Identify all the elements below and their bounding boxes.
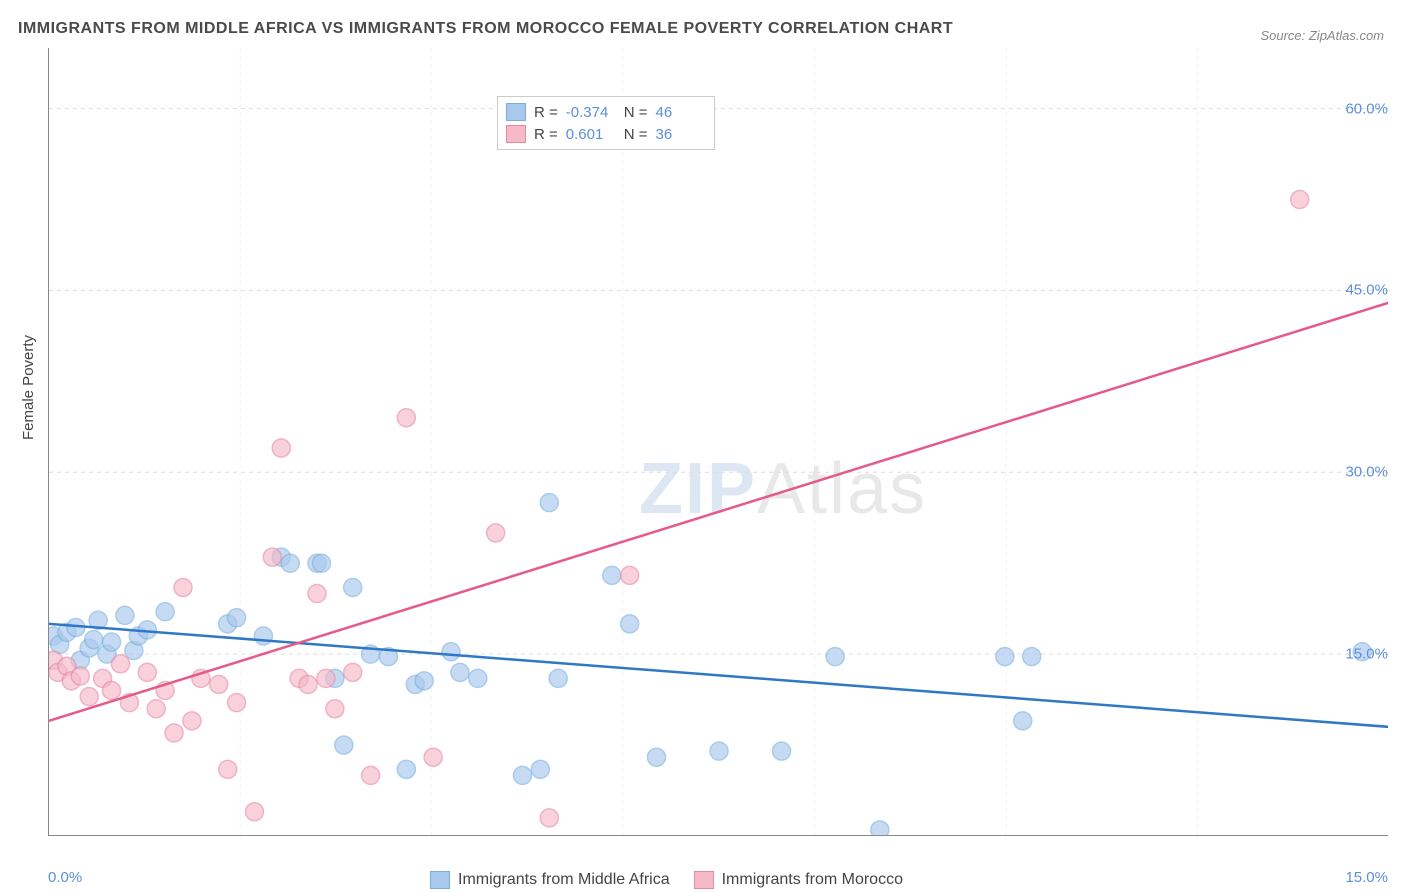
correlation-legend: R = -0.374 N = 46 R = 0.601 N = 36	[497, 96, 715, 150]
trend-line	[49, 624, 1388, 727]
data-point	[871, 821, 889, 835]
data-point	[442, 643, 460, 661]
legend-swatch	[430, 871, 450, 889]
data-point	[103, 682, 121, 700]
data-point	[397, 760, 415, 778]
data-point	[174, 578, 192, 596]
data-point	[71, 667, 89, 685]
data-point	[531, 760, 549, 778]
data-point	[116, 606, 134, 624]
data-point	[603, 566, 621, 584]
data-point	[308, 585, 326, 603]
legend-r-label: R =	[534, 104, 558, 121]
data-point	[540, 494, 558, 512]
data-point	[138, 663, 156, 681]
data-point	[228, 694, 246, 712]
data-point	[245, 803, 263, 821]
legend-swatch	[506, 125, 526, 143]
y-axis-label: Female Poverty	[20, 335, 37, 440]
x-axis-min-label: 0.0%	[48, 869, 82, 886]
data-point	[397, 409, 415, 427]
legend-stat-row: R = 0.601 N = 36	[506, 123, 706, 145]
data-point	[219, 760, 237, 778]
trend-line	[49, 303, 1388, 721]
data-point	[621, 566, 639, 584]
series-legend: Immigrants from Middle Africa Immigrants…	[430, 871, 903, 889]
data-point	[317, 669, 335, 687]
legend-swatch	[506, 103, 526, 121]
data-point	[773, 742, 791, 760]
data-point	[165, 724, 183, 742]
data-point	[344, 578, 362, 596]
data-point	[80, 688, 98, 706]
data-point	[621, 615, 639, 633]
chart-svg	[49, 48, 1388, 835]
data-point	[1023, 648, 1041, 666]
data-point	[281, 554, 299, 572]
data-point	[344, 663, 362, 681]
data-point	[513, 766, 531, 784]
data-point	[1291, 191, 1309, 209]
data-point	[335, 736, 353, 754]
data-point	[451, 663, 469, 681]
plot-area: ZIPAtlas R = -0.374 N = 46 R = 0.601 N =…	[48, 48, 1388, 836]
data-point	[254, 627, 272, 645]
legend-n-label: N =	[624, 126, 648, 143]
legend-series-label: Immigrants from Morocco	[722, 871, 903, 889]
legend-n-label: N =	[624, 104, 648, 121]
data-point	[156, 603, 174, 621]
data-point	[85, 631, 103, 649]
data-point	[710, 742, 728, 760]
data-point	[415, 672, 433, 690]
data-point	[826, 648, 844, 666]
legend-swatch	[694, 871, 714, 889]
data-point	[210, 675, 228, 693]
legend-series-label: Immigrants from Middle Africa	[458, 871, 670, 889]
y-tick-label: 15.0%	[1345, 646, 1388, 663]
data-point	[228, 609, 246, 627]
data-point	[263, 548, 281, 566]
legend-r-value: -0.374	[566, 104, 616, 121]
y-tick-label: 30.0%	[1345, 464, 1388, 481]
data-point	[549, 669, 567, 687]
data-point	[299, 675, 317, 693]
data-point	[1014, 712, 1032, 730]
data-point	[111, 655, 129, 673]
legend-n-value: 46	[656, 104, 706, 121]
data-point	[183, 712, 201, 730]
data-point	[272, 439, 290, 457]
y-tick-label: 60.0%	[1345, 100, 1388, 117]
data-point	[362, 766, 380, 784]
legend-n-value: 36	[656, 126, 706, 143]
source-credit: Source: ZipAtlas.com	[1260, 28, 1384, 43]
data-point	[469, 669, 487, 687]
legend-stat-row: R = -0.374 N = 46	[506, 101, 706, 123]
data-point	[424, 748, 442, 766]
legend-series-item: Immigrants from Morocco	[694, 871, 903, 889]
data-point	[103, 633, 121, 651]
chart-title: IMMIGRANTS FROM MIDDLE AFRICA VS IMMIGRA…	[18, 20, 953, 38]
y-tick-label: 45.0%	[1345, 282, 1388, 299]
data-point	[487, 524, 505, 542]
data-point	[996, 648, 1014, 666]
data-point	[326, 700, 344, 718]
data-point	[540, 809, 558, 827]
legend-r-label: R =	[534, 126, 558, 143]
legend-r-value: 0.601	[566, 126, 616, 143]
x-axis-max-label: 15.0%	[1345, 869, 1388, 886]
legend-series-item: Immigrants from Middle Africa	[430, 871, 670, 889]
data-point	[312, 554, 330, 572]
data-point	[147, 700, 165, 718]
data-point	[647, 748, 665, 766]
